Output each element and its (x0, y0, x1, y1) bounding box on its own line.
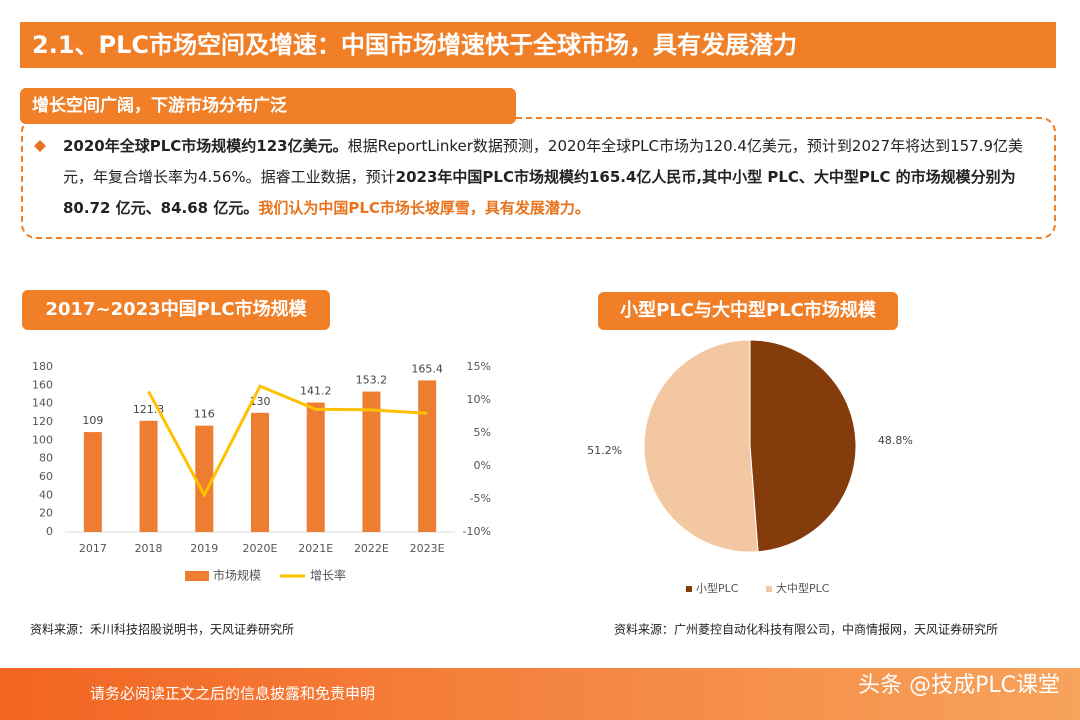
watermark: 头条 @技成PLC课堂 (858, 673, 1060, 698)
y2-tick-label: 5% (474, 426, 491, 439)
pie-slice (643, 339, 759, 553)
y-tick-label: 100 (32, 433, 53, 446)
section-pill (20, 88, 516, 124)
bar (306, 402, 325, 532)
x-tick-label: 2023E (410, 542, 445, 555)
footer-bar (0, 668, 1080, 720)
chart-title: 小型PLC与大中型PLC市场规模 (620, 299, 877, 321)
chart-title: 2017~2023中国PLC市场规模 (45, 298, 307, 320)
legend-label: 大中型PLC (776, 581, 830, 595)
legend-label: 市场规模 (213, 568, 261, 583)
y-tick-label: 40 (39, 488, 53, 501)
y2-tick-label: 10% (467, 393, 491, 406)
y2-tick-label: -10% (463, 525, 491, 538)
footer-disclaimer: 请务必阅读正文之后的信息披露和免责申明 (90, 685, 375, 703)
text-run: 2020年全球PLC市场规模约123亿美元。 (63, 137, 348, 155)
y-tick-label: 120 (32, 415, 53, 428)
data-label: 141.2 (300, 385, 332, 398)
y-tick-label: 140 (32, 397, 53, 410)
growth-line (147, 384, 428, 499)
header-bar (20, 22, 1056, 68)
y-tick-label: 160 (32, 378, 53, 391)
legend-marker (185, 571, 209, 581)
x-tick-label: 2020E (243, 542, 278, 555)
data-label: 153.2 (356, 374, 388, 387)
header-title: 2.1、PLC市场空间及增速：中国市场增速快于全球市场，具有发展潜力 (32, 31, 797, 59)
bar (139, 420, 158, 532)
data-label: 116 (194, 408, 215, 421)
bullet (34, 140, 46, 152)
bar (362, 391, 381, 532)
x-tick-label: 2019 (190, 542, 218, 555)
paragraph: 2020年全球PLC市场规模约123亿美元。根据ReportLinker数据预测… (63, 131, 1048, 224)
data-label: 165.4 (411, 362, 443, 375)
bar (83, 432, 102, 532)
y-tick-label: 60 (39, 470, 53, 483)
y2-tick-label: -5% (470, 492, 491, 505)
legend-label: 小型PLC (696, 581, 739, 595)
y-tick-label: 180 (32, 360, 53, 373)
source: 资料来源：广州菱控自动化科技有限公司，中商情报网，天风证券研究所 (614, 622, 998, 637)
y2-tick-label: 0% (474, 459, 491, 472)
y-tick-label: 20 (39, 507, 53, 520)
text-box (21, 117, 1056, 239)
data-label: 51.2% (587, 444, 622, 457)
y-tick-label: 80 (39, 452, 53, 465)
y2-tick-label: 15% (467, 360, 491, 373)
legend-marker (686, 586, 692, 592)
section-title: 增长空间广阔，下游市场分布广泛 (32, 95, 287, 116)
data-label: 48.8% (878, 434, 913, 447)
bar (418, 380, 437, 532)
legend-label: 增长率 (310, 568, 346, 583)
x-tick-label: 2018 (135, 542, 163, 555)
data-label: 109 (82, 414, 103, 427)
bar (195, 425, 214, 532)
chart-title-pill (598, 292, 898, 330)
pie-slice (749, 339, 857, 553)
x-tick-label: 2021E (298, 542, 333, 555)
y-tick-label: 0 (46, 525, 53, 538)
chart-title-pill (22, 290, 330, 330)
bar (251, 412, 269, 532)
text-run: 2023年中国PLC市场规模约165.4亿人民币,其中小型 PLC、大中型PLC… (63, 168, 1016, 217)
x-tick-label: 2022E (354, 542, 389, 555)
legend-marker (766, 586, 772, 592)
text-run: 根据ReportLinker数据预测，2020年全球PLC市场为120.4亿美元… (63, 137, 1024, 186)
text-run: 我们认为中国PLC市场长坡厚雪，具有发展潜力。 (258, 199, 590, 217)
x-tick-label: 2017 (79, 542, 107, 555)
source: 资料来源：禾川科技招股说明书，天风证券研究所 (30, 622, 294, 637)
